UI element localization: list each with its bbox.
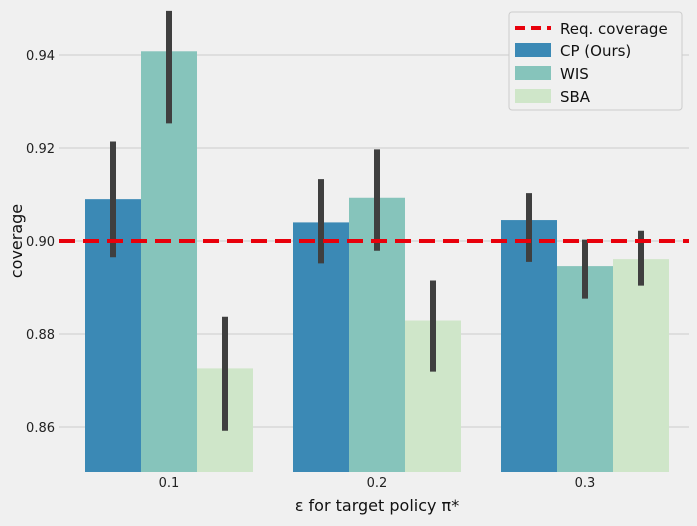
bar	[501, 220, 557, 472]
legend-label-wis: WIS	[560, 65, 589, 83]
legend-swatch-wis	[515, 66, 551, 80]
x-tick-label: 0.3	[575, 476, 596, 491]
y-axis-label: coverage	[7, 204, 26, 278]
x-tick-label: 0.1	[159, 476, 180, 491]
legend-box	[508, 11, 683, 111]
bars	[85, 51, 669, 472]
y-tick-label: 0.90	[26, 235, 55, 250]
legend-swatch-sba	[515, 89, 551, 103]
y-tick-label: 0.88	[26, 328, 55, 343]
y-tick-label: 0.92	[26, 142, 55, 157]
y-tick-label: 0.86	[26, 421, 55, 436]
x-axis-label: ε for target policy π*	[295, 496, 459, 515]
bar	[613, 259, 669, 472]
y-tick-labels: 0.86 0.88 0.90 0.92 0.94	[26, 49, 55, 436]
legend: Req. coverage CP (Ours) WIS SBA	[508, 11, 683, 111]
legend-swatch-cp	[515, 43, 551, 57]
y-tick-label: 0.94	[26, 49, 55, 64]
legend-label-refline: Req. coverage	[560, 20, 668, 38]
bar	[293, 222, 349, 472]
x-tick-label: 0.2	[367, 476, 388, 491]
legend-label-cp: CP (Ours)	[560, 42, 631, 60]
bar	[557, 266, 613, 472]
x-tick-labels: 0.1 0.2 0.3	[159, 476, 596, 491]
legend-label-sba: SBA	[560, 88, 591, 106]
